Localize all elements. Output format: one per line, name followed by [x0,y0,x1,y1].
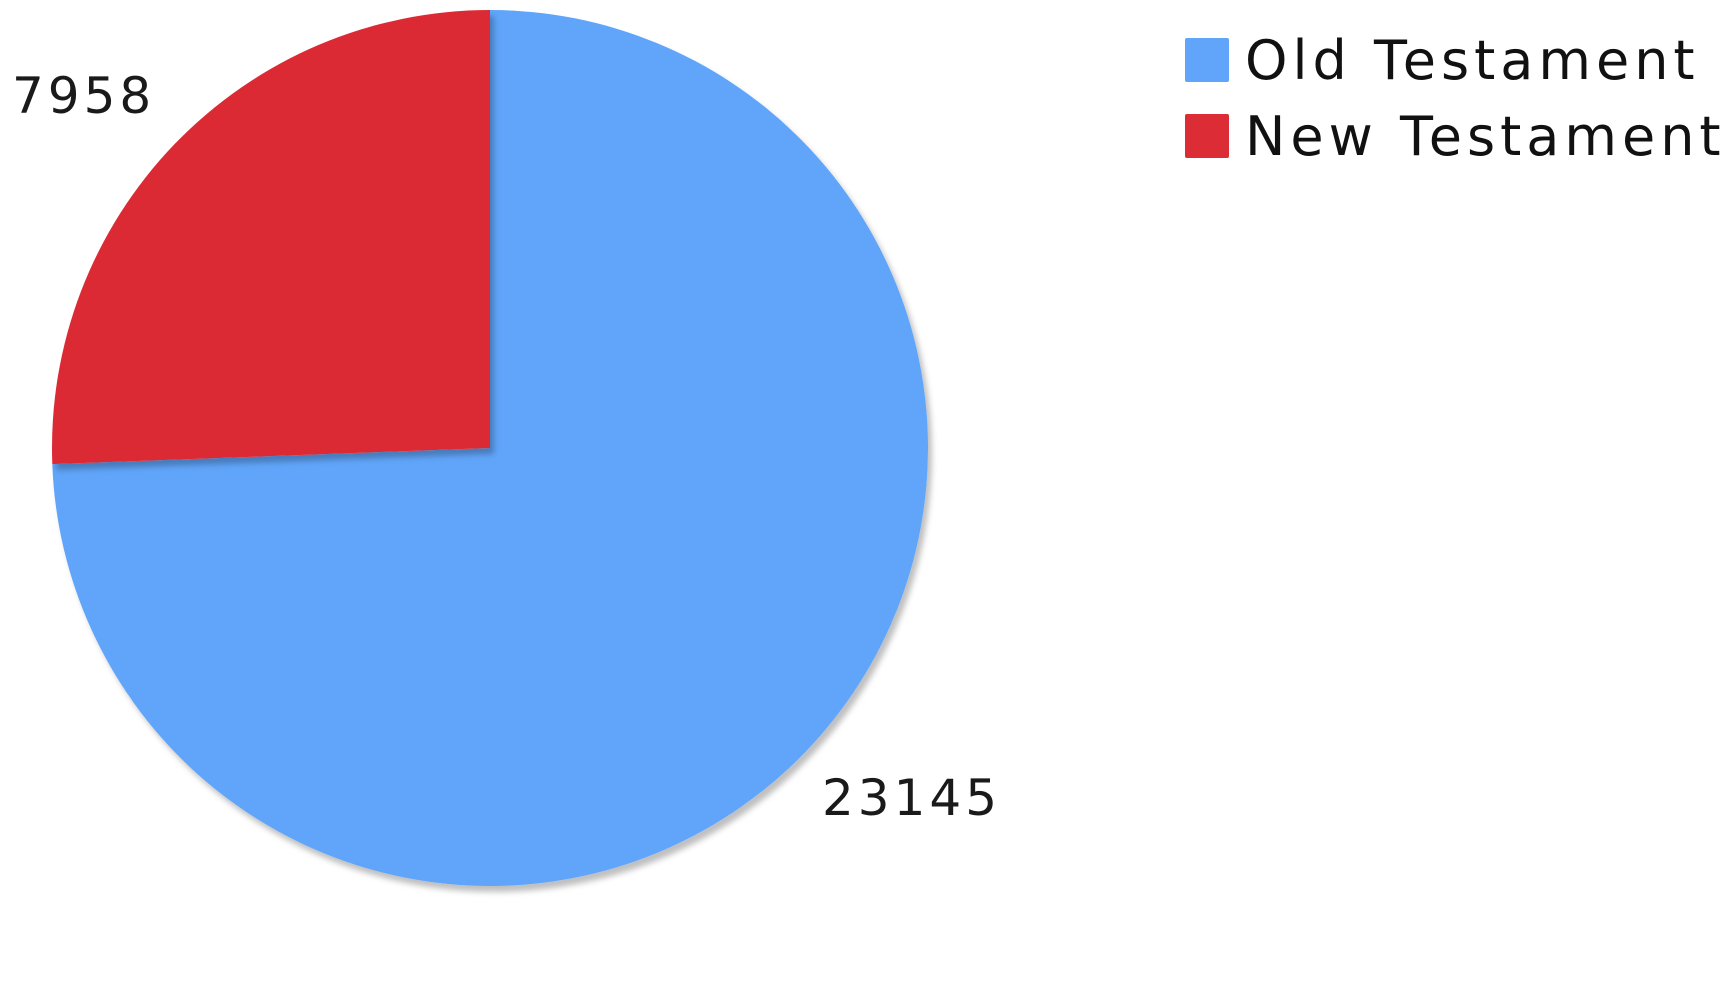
pie-slice-new-testament [51,10,490,465]
legend-label-old-testament: Old Testament [1245,28,1700,92]
legend-label-new-testament: New Testament [1245,104,1724,168]
pie-data-labels: 23145 7958 [12,67,1001,827]
data-label-new-testament: 7958 [12,67,155,125]
pie-slice-old-testament [52,10,928,886]
legend-item-old-testament: Old Testament [1185,22,1724,98]
legend-swatch-new-testament [1185,114,1229,158]
legend: Old Testament New Testament [1185,22,1724,174]
data-label-old-testament: 23145 [822,769,1001,827]
pie-slices [51,10,928,886]
legend-item-new-testament: New Testament [1185,98,1724,174]
legend-swatch-old-testament [1185,38,1229,82]
